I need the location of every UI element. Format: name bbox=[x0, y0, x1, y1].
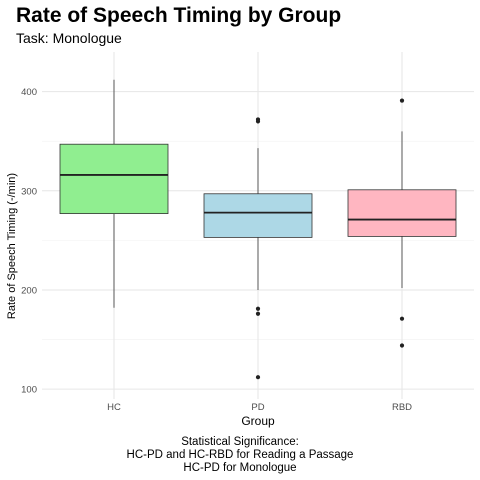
x-tick-label: RBD bbox=[392, 402, 412, 413]
x-axis-label: Group bbox=[241, 414, 275, 428]
y-tick-label: 100 bbox=[21, 385, 37, 396]
box-iqr bbox=[203, 193, 313, 238]
outlier-point bbox=[255, 311, 261, 316]
chart-title: Rate of Speech Timing by Group bbox=[16, 4, 342, 27]
outlier-point bbox=[255, 375, 261, 380]
boxes bbox=[59, 79, 457, 380]
box-iqr bbox=[59, 143, 169, 215]
y-tick-label: 200 bbox=[21, 285, 37, 296]
y-tick-label: 400 bbox=[21, 87, 37, 98]
box-rbd bbox=[347, 98, 457, 348]
y-axis-label: Rate of Speech Timing (-/min) bbox=[6, 173, 18, 319]
x-tick-label: PD bbox=[251, 402, 264, 413]
box-pd bbox=[203, 117, 313, 380]
box-iqr bbox=[347, 189, 457, 237]
outlier-point bbox=[399, 343, 405, 348]
outlier-point bbox=[255, 306, 261, 311]
chart-subtitle: Task: Monologue bbox=[16, 30, 122, 46]
outlier-point bbox=[399, 316, 405, 321]
outlier-point bbox=[399, 98, 405, 103]
statistical-significance-caption: Statistical Significance: HC-PD and HC-R… bbox=[0, 436, 480, 475]
outlier-point bbox=[255, 119, 261, 124]
box-hc bbox=[59, 79, 169, 308]
caption-line-2: HC-PD and HC-RBD for Reading a Passage bbox=[126, 449, 354, 461]
caption-line-1: Statistical Significance: bbox=[181, 436, 299, 448]
tick-labels: 100 200 300 400 HC PD RBD bbox=[21, 87, 412, 413]
y-tick-label: 300 bbox=[21, 186, 37, 197]
caption-line-3: HC-PD for Monologue bbox=[183, 462, 297, 474]
x-tick-label: HC bbox=[107, 402, 121, 413]
